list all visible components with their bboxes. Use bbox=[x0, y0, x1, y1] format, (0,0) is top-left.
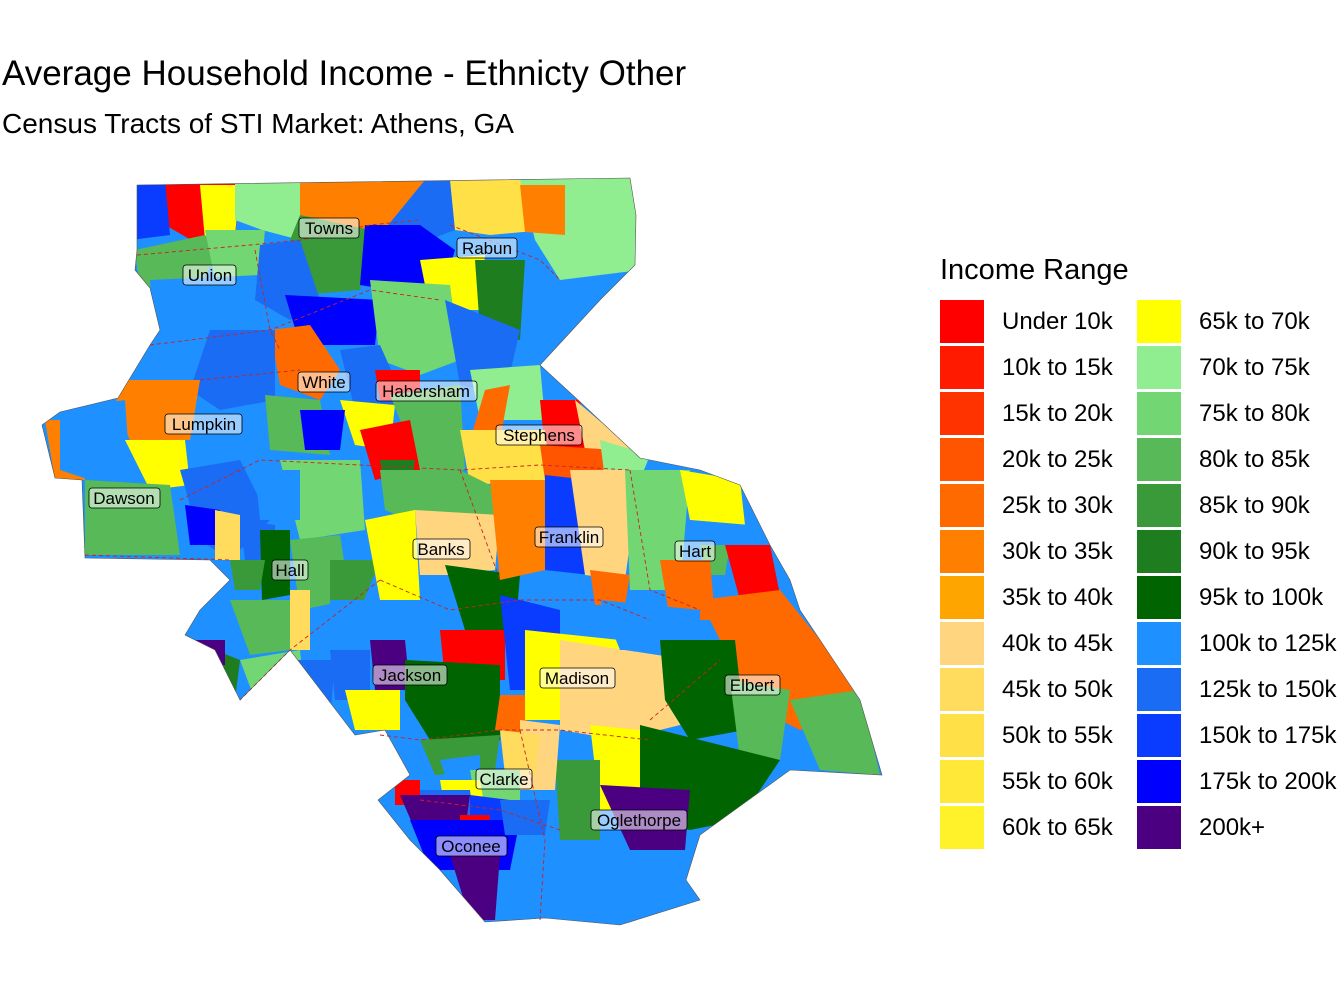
legend-label: 45k to 50k bbox=[1002, 676, 1113, 703]
county-label: Towns bbox=[298, 217, 360, 239]
county-label: Rabun bbox=[456, 237, 518, 259]
legend-label: 80k to 85k bbox=[1199, 446, 1310, 473]
legend-swatch bbox=[940, 668, 984, 711]
county-label: Franklin bbox=[534, 526, 604, 548]
legend-label: 75k to 80k bbox=[1199, 400, 1310, 427]
legend-label: 150k to 175k bbox=[1199, 722, 1337, 749]
legend-label: 15k to 20k bbox=[1002, 400, 1113, 427]
legend-swatch bbox=[940, 346, 984, 389]
legend-swatch bbox=[940, 530, 984, 573]
legend-label: 100k to 125k bbox=[1199, 630, 1337, 657]
county-boundaries bbox=[84, 219, 721, 921]
svg-text:Hall: Hall bbox=[275, 561, 304, 580]
county-label: Elbert bbox=[724, 674, 781, 696]
legend-swatch bbox=[1137, 300, 1181, 343]
legend-swatch bbox=[940, 714, 984, 757]
county-label: Stephens bbox=[495, 424, 583, 446]
legend-label: 35k to 40k bbox=[1002, 584, 1113, 611]
county-labels: Towns Rabun Union White Habersham Lumpki… bbox=[88, 217, 781, 857]
svg-text:Oconee: Oconee bbox=[441, 837, 501, 856]
legend-label: 90k to 95k bbox=[1199, 538, 1310, 565]
svg-text:Lumpkin: Lumpkin bbox=[172, 415, 236, 434]
legend-swatch bbox=[940, 438, 984, 481]
legend-swatch bbox=[940, 300, 984, 343]
svg-text:Dawson: Dawson bbox=[93, 489, 154, 508]
county-label: Madison bbox=[539, 667, 616, 689]
county-label: Hart bbox=[674, 540, 716, 562]
svg-text:White: White bbox=[302, 373, 345, 392]
svg-text:Elbert: Elbert bbox=[730, 676, 775, 695]
legend-label: 25k to 30k bbox=[1002, 492, 1113, 519]
svg-text:Banks: Banks bbox=[417, 540, 464, 559]
legend-label: 70k to 75k bbox=[1199, 354, 1310, 381]
legend-swatch bbox=[1137, 714, 1181, 757]
legend-label: 60k to 65k bbox=[1002, 814, 1113, 841]
legend-swatch bbox=[1137, 760, 1181, 803]
county-label: Oglethorpe bbox=[590, 809, 688, 831]
svg-text:Stephens: Stephens bbox=[503, 426, 575, 445]
legend-swatch bbox=[1137, 622, 1181, 665]
county-label: Clarke bbox=[475, 768, 533, 790]
legend-label: 20k to 25k bbox=[1002, 446, 1113, 473]
svg-text:Union: Union bbox=[188, 266, 232, 285]
legend-label: 55k to 60k bbox=[1002, 768, 1113, 795]
county-label: Habersham bbox=[375, 380, 478, 402]
market-outline bbox=[41, 177, 883, 926]
legend-label: 40k to 45k bbox=[1002, 630, 1113, 657]
svg-text:Clarke: Clarke bbox=[479, 770, 528, 789]
legend-swatch bbox=[940, 392, 984, 435]
county-label: Union bbox=[182, 264, 237, 286]
legend-swatch bbox=[940, 576, 984, 619]
legend-label: 10k to 15k bbox=[1002, 354, 1113, 381]
legend-swatch bbox=[940, 806, 984, 849]
legend-swatch bbox=[1137, 806, 1181, 849]
legend-label: 50k to 55k bbox=[1002, 722, 1113, 749]
legend-swatch bbox=[1137, 392, 1181, 435]
legend-swatch bbox=[1137, 484, 1181, 527]
svg-text:Towns: Towns bbox=[305, 219, 353, 238]
legend-label: 85k to 90k bbox=[1199, 492, 1310, 519]
county-label: Hall bbox=[271, 559, 309, 581]
county-label: Dawson bbox=[88, 487, 161, 509]
legend-swatch bbox=[1137, 346, 1181, 389]
legend-swatch bbox=[940, 484, 984, 527]
svg-text:Hart: Hart bbox=[679, 542, 711, 561]
legend-label: 30k to 35k bbox=[1002, 538, 1113, 565]
county-label: Banks bbox=[412, 538, 471, 560]
county-label: Oconee bbox=[435, 835, 508, 857]
legend-label: 95k to 100k bbox=[1199, 584, 1324, 611]
svg-text:Madison: Madison bbox=[545, 669, 609, 688]
map-title: Average Household Income - Ethnicty Othe… bbox=[2, 54, 687, 93]
legend-title: Income Range bbox=[940, 254, 1129, 286]
map-subtitle: Census Tracts of STI Market: Athens, GA bbox=[2, 108, 514, 139]
county-label: Lumpkin bbox=[164, 413, 243, 435]
svg-text:Oglethorpe: Oglethorpe bbox=[597, 811, 681, 830]
svg-text:Jackson: Jackson bbox=[379, 666, 441, 685]
legend-label: 65k to 70k bbox=[1199, 308, 1310, 335]
county-label: Jackson bbox=[372, 664, 448, 686]
choropleth-map: Towns Rabun Union White Habersham Lumpki… bbox=[41, 177, 883, 926]
legend-label: 175k to 200k bbox=[1199, 768, 1337, 795]
svg-text:Franklin: Franklin bbox=[539, 528, 599, 547]
legend-swatch bbox=[1137, 576, 1181, 619]
county-label: White bbox=[297, 371, 351, 393]
legend-label: Under 10k bbox=[1002, 308, 1113, 335]
legend-swatch bbox=[940, 622, 984, 665]
legend-label: 200k+ bbox=[1199, 814, 1266, 841]
svg-text:Habersham: Habersham bbox=[382, 382, 470, 401]
legend-swatch bbox=[1137, 530, 1181, 573]
legend-swatch bbox=[940, 760, 984, 803]
svg-text:Rabun: Rabun bbox=[462, 239, 512, 258]
legend-swatch bbox=[1137, 668, 1181, 711]
legend-swatch bbox=[1137, 438, 1181, 481]
legend-label: 125k to 150k bbox=[1199, 676, 1337, 703]
